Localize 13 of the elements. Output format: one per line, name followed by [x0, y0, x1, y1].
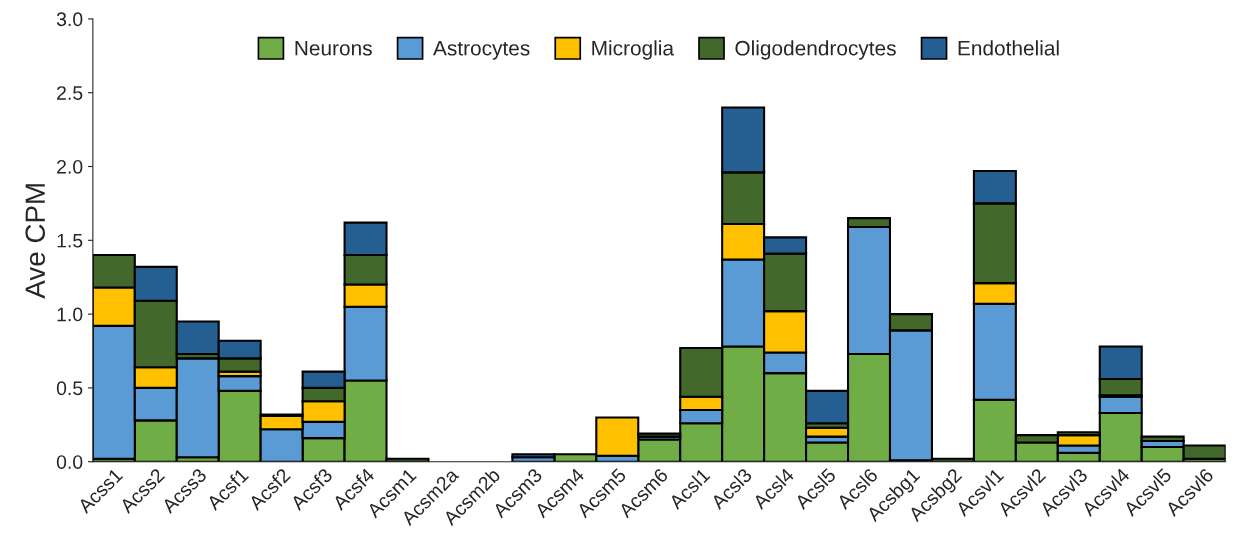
- legend-label: Microglia: [592, 40, 675, 60]
- y-tick-label: 3.0: [56, 12, 83, 27]
- legend-label: Endothelial: [958, 40, 1059, 56]
- y-tick-label: 2.5: [57, 86, 83, 100]
- y-tick-label: 1.0: [57, 307, 83, 322]
- legend-label: Neurons: [295, 41, 372, 56]
- y-axis-title: Ave CPM: [25, 184, 46, 299]
- y-tick-label: 1.5: [57, 233, 83, 248]
- y-tick-label: 0.5: [56, 381, 83, 396]
- y-tick-label: 2.0: [57, 159, 83, 174]
- y-tick-label: 0.0: [56, 455, 83, 469]
- legend-label: Astrocytes: [433, 41, 530, 60]
- legend-label: Oligodendrocytes: [735, 40, 896, 60]
